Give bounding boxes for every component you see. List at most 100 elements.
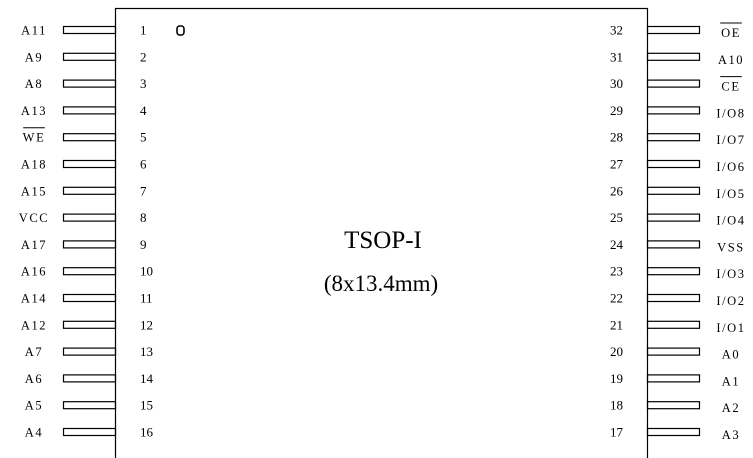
left-pin-8-lead — [62, 213, 117, 222]
right-pin-25-name: I/O4 — [716, 214, 745, 228]
right-pin-18-name: A2 — [722, 401, 740, 415]
right-pin-24-number: 24 — [610, 237, 624, 252]
left-pin-15-lead — [62, 401, 117, 410]
left-pin-10-name: A16 — [21, 265, 47, 279]
left-pin-15-number: 15 — [140, 398, 153, 413]
left-pin-6-lead — [62, 159, 117, 169]
left-pin-10-lead — [62, 267, 117, 276]
left-pin-5-number: 5 — [140, 130, 147, 145]
right-pin-28-name: I/O7 — [716, 133, 745, 147]
left-pin-16-name: A4 — [25, 426, 43, 440]
right-pin-28-lead — [646, 133, 701, 142]
right-pin-19-name: A1 — [722, 374, 740, 388]
left-pin-8-name: VCC — [19, 211, 50, 225]
right-pin-17-lead — [646, 427, 701, 437]
right-pin-29-number: 29 — [610, 103, 623, 118]
right-pin-30-name: CE — [721, 80, 740, 94]
right-pin-22-lead — [646, 293, 701, 303]
left-pin-4-number: 4 — [140, 103, 147, 118]
left-pin-6-name: A18 — [21, 158, 47, 172]
right-pin-20-lead — [646, 347, 701, 356]
package-body — [114, 7, 649, 458]
left-pin-1-name: A11 — [21, 24, 47, 38]
left-pin-2-name: A9 — [25, 50, 43, 64]
right-pin-21-lead — [646, 320, 701, 329]
left-pin-3-number: 3 — [140, 76, 147, 91]
right-pin-31-name: A10 — [718, 53, 744, 67]
right-pin-19-number: 19 — [610, 371, 623, 386]
right-pin-32-number: 32 — [610, 23, 623, 38]
left-pin-5-lead — [62, 133, 117, 142]
left-pin-15-name: A5 — [25, 399, 43, 413]
right-pin-20-number: 20 — [610, 344, 623, 359]
left-pin-11-lead — [62, 293, 117, 303]
left-pin-14-name: A6 — [25, 372, 43, 386]
right-pin-21-number: 21 — [610, 317, 623, 332]
left-pin-13-lead — [62, 347, 117, 356]
right-pin-20-name: A0 — [722, 348, 740, 362]
left-pin-16-lead — [62, 427, 117, 437]
left-pin-12-name: A12 — [21, 318, 47, 332]
left-pin-7-lead — [62, 186, 117, 195]
left-pin-1-lead — [62, 25, 117, 35]
right-pin-23-name: I/O3 — [716, 267, 745, 281]
right-pin-32-lead — [646, 25, 701, 35]
right-pin-27-name: I/O6 — [716, 160, 745, 174]
right-pin-26-name: I/O5 — [716, 187, 745, 201]
right-pin-32-name: OE — [721, 26, 741, 40]
right-pin-31-lead — [646, 52, 701, 61]
left-pin-11-name: A14 — [21, 292, 47, 306]
left-pin-1-number: 1 — [140, 23, 147, 38]
left-pin-12-number: 12 — [140, 317, 153, 332]
right-pin-24-lead — [646, 240, 701, 249]
right-pin-23-number: 23 — [610, 264, 623, 279]
left-pin-8-number: 8 — [140, 210, 147, 225]
right-pin-29-name: I/O8 — [716, 106, 745, 120]
right-pin-19-lead — [646, 374, 701, 383]
right-pin-30-number: 30 — [610, 76, 623, 91]
right-pin-17-number: 17 — [610, 425, 624, 440]
left-pin-16-number: 16 — [140, 425, 154, 440]
package-name: TSOP-I — [344, 227, 422, 254]
right-pin-22-number: 22 — [610, 291, 623, 306]
right-pin-26-lead — [646, 186, 701, 195]
right-pin-25-number: 25 — [610, 210, 623, 225]
left-pin-6-number: 6 — [140, 157, 147, 172]
right-pin-23-lead — [646, 267, 701, 276]
right-pin-18-number: 18 — [610, 398, 623, 413]
pin1-orientation-mark — [176, 25, 185, 36]
right-pin-18-lead — [646, 401, 701, 410]
right-pin-27-number: 27 — [610, 157, 624, 172]
left-pin-3-name: A8 — [25, 77, 43, 91]
left-pin-14-lead — [62, 374, 117, 383]
right-pin-26-number: 26 — [610, 183, 624, 198]
left-pin-9-lead — [62, 240, 117, 249]
left-pin-11-number: 11 — [140, 291, 153, 306]
left-pin-2-number: 2 — [140, 49, 147, 64]
right-pin-28-number: 28 — [610, 130, 623, 145]
right-pin-31-number: 31 — [610, 49, 623, 64]
right-pin-17-name: A3 — [722, 428, 740, 442]
package-dimensions: (8x13.4mm) — [324, 271, 438, 296]
left-pin-13-number: 13 — [140, 344, 153, 359]
right-pin-25-lead — [646, 213, 701, 222]
right-pin-22-name: I/O2 — [716, 294, 745, 308]
left-pin-4-lead — [62, 106, 117, 115]
left-pin-5-name: WE — [23, 131, 46, 145]
left-pin-13-name: A7 — [25, 345, 43, 359]
left-pin-7-name: A15 — [21, 184, 47, 198]
left-pin-7-number: 7 — [140, 183, 147, 198]
right-pin-21-name: I/O1 — [716, 321, 745, 335]
left-pin-10-number: 10 — [140, 264, 153, 279]
right-pin-29-lead — [646, 106, 701, 115]
left-pin-9-name: A17 — [21, 238, 47, 252]
left-pin-group: 1 A11 2 A9 3 A8 4 A13 5 WE 6 A18 7 A15 8 VCC 9 A17 10 A16 11… — [19, 23, 154, 440]
left-pin-9-number: 9 — [140, 237, 147, 252]
right-pin-24-name: VSS — [717, 240, 745, 254]
left-pin-3-lead — [62, 79, 117, 88]
right-pin-27-lead — [646, 159, 701, 169]
left-pin-2-lead — [62, 52, 117, 61]
left-pin-12-lead — [62, 320, 117, 329]
left-pin-14-number: 14 — [140, 371, 154, 386]
